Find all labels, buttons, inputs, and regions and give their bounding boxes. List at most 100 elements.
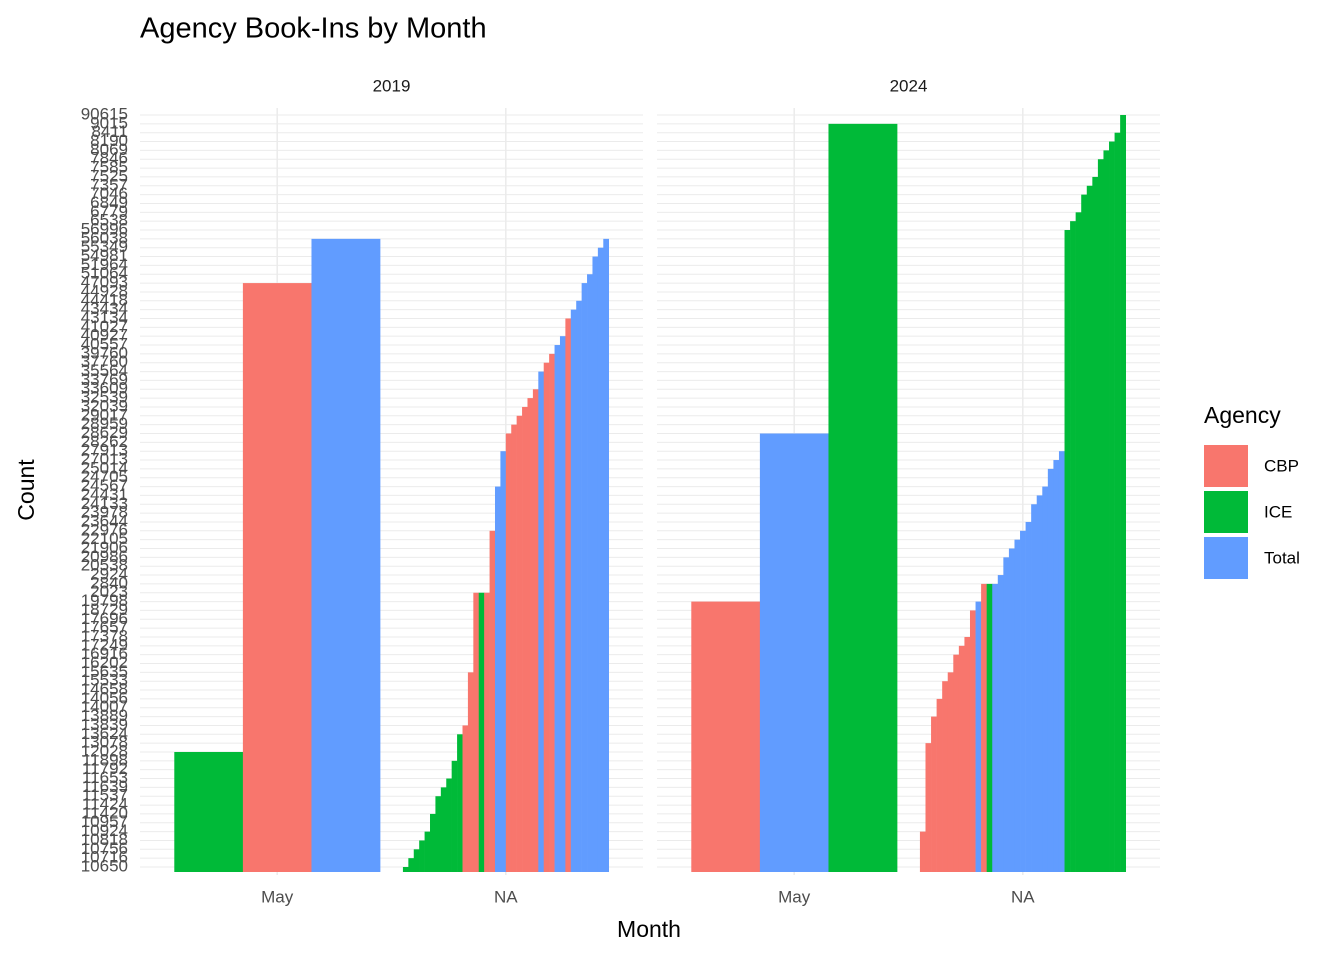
bar: [484, 592, 490, 872]
bar: [691, 601, 761, 872]
bar: [964, 636, 971, 872]
bar: [587, 274, 593, 872]
y-tick-label: 56038: [81, 228, 128, 247]
y-tick-label: 51964: [81, 255, 128, 274]
y-tick-label: 2840: [90, 573, 128, 592]
bar: [489, 530, 496, 872]
bar: [554, 345, 561, 872]
y-tick-label: 6779: [90, 202, 128, 221]
bar: [1025, 521, 1032, 872]
y-tick-label: 8411: [91, 122, 128, 141]
y-tick-label: 40557: [81, 335, 128, 354]
y-tick-label: 54981: [81, 246, 128, 265]
y-tick-label: 24567: [81, 476, 128, 495]
bar: [1070, 221, 1076, 873]
y-tick-label: 39760: [81, 343, 128, 362]
bar: [1042, 486, 1049, 872]
bar: [1081, 194, 1088, 872]
y-tick-label: 7846: [90, 149, 128, 168]
bar: [1014, 539, 1021, 872]
bar: [408, 858, 415, 872]
bar: [953, 654, 960, 872]
bar: [549, 353, 555, 872]
y-tick-label: 2924: [90, 565, 128, 584]
bar: [931, 716, 937, 872]
y-tick-label: 23978: [81, 503, 128, 522]
bar: [1053, 460, 1060, 872]
bar: [413, 849, 420, 872]
y-tick-label: 41027: [81, 317, 128, 336]
y-tick-label: 29017: [81, 405, 128, 424]
bar: [419, 840, 425, 872]
y-tick-label: 15533: [81, 671, 128, 690]
bar: [1031, 504, 1038, 872]
bar: [936, 698, 943, 872]
bar: [1109, 141, 1115, 872]
bar: [1047, 468, 1054, 872]
bar: [538, 371, 545, 872]
legend-key: [1204, 537, 1248, 579]
bar: [1020, 530, 1026, 872]
bar: [511, 424, 517, 872]
legend-title: Agency: [1204, 402, 1281, 428]
bar: [457, 734, 463, 872]
bar: [440, 787, 447, 872]
y-tick-label: 28262: [81, 432, 128, 451]
legend-key: [1204, 445, 1248, 487]
y-tick-label: 8069: [90, 140, 128, 159]
y-tick-label: 37760: [81, 352, 128, 371]
bar: [981, 583, 987, 872]
bar: [592, 256, 599, 872]
y-tick-label: 33769: [81, 370, 128, 389]
bar: [467, 672, 474, 872]
y-tick-label: 55349: [81, 237, 128, 256]
bar: [1114, 132, 1121, 873]
y-tick-label: 24431: [81, 485, 128, 504]
legend-key: [1204, 491, 1248, 533]
bar: [478, 592, 485, 872]
bar: [527, 398, 534, 872]
bar: [1103, 150, 1110, 872]
y-tick-label: 19798: [81, 591, 128, 610]
x-tick-label: NA: [494, 887, 518, 906]
legend-label: CBP: [1264, 456, 1299, 475]
y-tick-label: 51064: [81, 264, 128, 283]
bar: [597, 247, 604, 873]
y-tick-label: 7046: [90, 184, 128, 203]
y-tick-label: 47093: [81, 273, 128, 292]
bar: [435, 796, 442, 872]
y-axis-title: Count: [13, 459, 39, 521]
bar: [1003, 557, 1010, 872]
y-tick-label: 15635: [81, 662, 128, 681]
bar: [1036, 495, 1043, 872]
bar: [947, 672, 954, 872]
y-tick-label: 14658: [81, 680, 128, 699]
y-tick-label: 17696: [81, 609, 128, 628]
bar: [1086, 185, 1093, 872]
y-tick-label: 43134: [81, 308, 128, 327]
y-tick-label: 11653: [82, 768, 128, 787]
y-tick-label: 13078: [81, 733, 128, 752]
bar: [986, 583, 993, 872]
x-tick-label: NA: [1011, 887, 1035, 906]
bar: [603, 238, 610, 872]
facet-label: 2024: [890, 76, 928, 95]
chart-title: Agency Book-Ins by Month: [140, 13, 487, 45]
y-tick-label: 32039: [81, 396, 128, 415]
y-tick-label: 14007: [81, 697, 128, 716]
bar: [565, 318, 572, 872]
y-tick-label: 90615: [81, 104, 128, 123]
legend-label: Total: [1264, 548, 1300, 567]
bar: [958, 645, 965, 872]
y-tick-label: 43434: [81, 299, 128, 318]
y-tick-label: 16916: [81, 644, 128, 663]
y-tick-label: 17657: [81, 618, 128, 637]
y-tick-label: 10818: [81, 830, 128, 849]
y-tick-label: 7585: [90, 158, 128, 177]
facet-label: 2019: [373, 76, 411, 95]
bar: [494, 486, 501, 872]
y-tick-label: 17249: [81, 635, 128, 654]
bar: [516, 415, 523, 872]
bar: [1075, 212, 1082, 873]
